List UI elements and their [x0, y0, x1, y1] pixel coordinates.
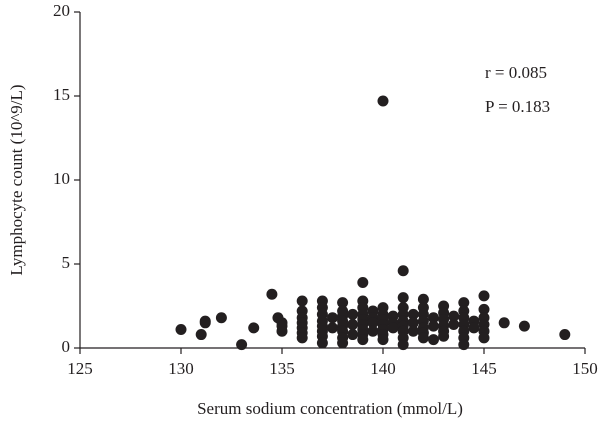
point	[357, 334, 369, 346]
annotation: r = 0.085	[485, 63, 547, 82]
point	[316, 337, 328, 349]
point	[296, 332, 308, 344]
point	[448, 318, 460, 330]
x-tick-label: 130	[168, 359, 194, 378]
point	[397, 265, 409, 277]
point	[417, 293, 429, 305]
point	[559, 329, 571, 341]
point	[199, 315, 211, 327]
y-tick-label: 20	[53, 1, 70, 20]
point	[478, 332, 490, 344]
point	[518, 320, 530, 332]
point	[347, 308, 359, 320]
point	[397, 339, 409, 351]
x-tick-label: 145	[471, 359, 497, 378]
point	[327, 312, 338, 324]
point	[327, 322, 338, 334]
y-tick-label: 5	[62, 253, 71, 272]
point	[417, 332, 429, 344]
point	[407, 308, 419, 320]
point	[296, 295, 308, 307]
point	[377, 95, 389, 107]
point	[377, 334, 389, 346]
point	[438, 330, 450, 342]
x-axis-label: Serum sodium concentration (mmol/L)	[197, 399, 463, 418]
x-tick-label: 135	[269, 359, 295, 378]
point	[428, 320, 439, 332]
y-axis-label: Lymphocyte count (10^9/L)	[7, 84, 26, 275]
point	[428, 312, 439, 324]
y-tick-label: 15	[53, 85, 70, 104]
x-tick-label: 150	[572, 359, 598, 378]
point	[448, 310, 460, 322]
point	[357, 276, 369, 288]
point	[175, 324, 187, 336]
point	[195, 329, 207, 341]
point	[337, 297, 349, 309]
y-tick-label: 0	[62, 337, 71, 356]
annotation: P = 0.183	[485, 97, 550, 116]
point	[478, 303, 490, 315]
point	[428, 334, 439, 346]
point	[347, 318, 359, 330]
point	[407, 317, 419, 329]
point	[337, 337, 349, 349]
point	[458, 339, 470, 351]
point	[367, 325, 379, 337]
point	[367, 317, 379, 329]
x-tick-label: 140	[370, 359, 396, 378]
point	[478, 290, 490, 302]
point	[387, 322, 399, 334]
point	[498, 317, 510, 329]
point	[215, 312, 227, 324]
point	[276, 320, 288, 332]
point	[458, 297, 470, 309]
x-tick-label: 125	[67, 359, 93, 378]
point	[266, 288, 278, 300]
point	[347, 329, 359, 341]
point	[397, 292, 409, 304]
point	[236, 339, 248, 351]
point	[468, 322, 480, 334]
point	[248, 322, 260, 334]
y-tick-label: 10	[53, 169, 70, 188]
point	[407, 325, 419, 337]
